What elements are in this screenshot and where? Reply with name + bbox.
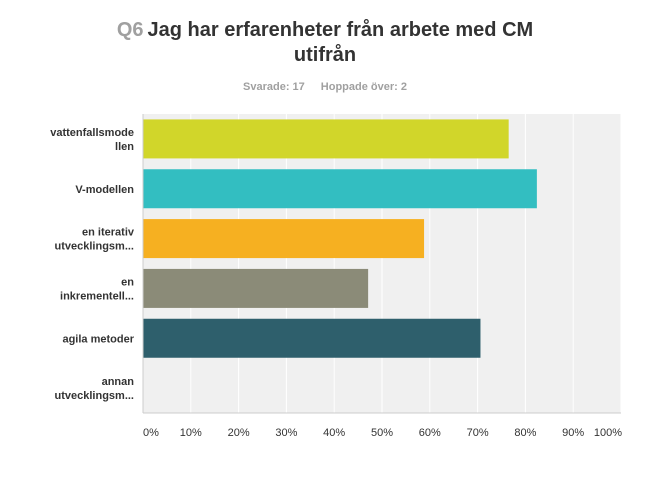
skipped-count: Hoppade över: 2 — [320, 81, 407, 93]
question-title-line2: utifrån — [293, 44, 357, 66]
bar[interactable] — [143, 169, 537, 209]
x-tick-label: 60% — [419, 427, 441, 439]
x-tick-label: 90% — [562, 427, 584, 439]
category-label: annan — [102, 376, 135, 388]
question-number: Q6 — [116, 19, 144, 41]
bar[interactable] — [143, 318, 481, 358]
bar[interactable] — [143, 219, 425, 259]
x-tick-label: 0% — [143, 427, 159, 439]
x-tick-label: 80% — [514, 427, 536, 439]
bar[interactable] — [143, 119, 509, 159]
x-tick-label: 10% — [180, 427, 202, 439]
chart-title: Q6 Jag har erfarenheter från arbete med C… — [0, 18, 650, 68]
grid-lines — [190, 114, 622, 413]
bar[interactable] — [143, 268, 369, 308]
question-title-line1: Jag har erfarenheter från arbete med CM — [147, 19, 534, 41]
x-tick-label: 70% — [467, 427, 489, 439]
category-label: V-modellen — [75, 184, 134, 196]
response-stats: Svarade: 17 Hoppade över: 2 — [0, 81, 650, 93]
category-label: en iterativ — [82, 227, 135, 239]
x-tick-label: 30% — [275, 427, 297, 439]
answered-count: Svarade: 17 — [243, 81, 305, 93]
x-tick-label: 20% — [228, 427, 250, 439]
category-label: inkrementell... — [60, 290, 134, 302]
category-labels: vattenfallsmode llen V-modellen en iterativ… — [50, 127, 135, 402]
x-tick-label: 50% — [371, 427, 393, 439]
category-label: en — [121, 276, 134, 288]
category-label: utvecklingsm... — [55, 241, 134, 253]
x-tick-label: 100% — [594, 427, 622, 439]
category-label: llen — [115, 141, 134, 153]
category-label: agila metoder — [62, 333, 134, 345]
category-label: vattenfallsmode — [50, 127, 134, 139]
x-axis-ticks: 0% 10% 20% 30% 40% 50% 60% 70% 80% 90% 100% — [143, 427, 622, 439]
bars — [143, 119, 537, 358]
x-tick-label: 40% — [323, 427, 345, 439]
category-label: utvecklingsm... — [55, 390, 134, 402]
